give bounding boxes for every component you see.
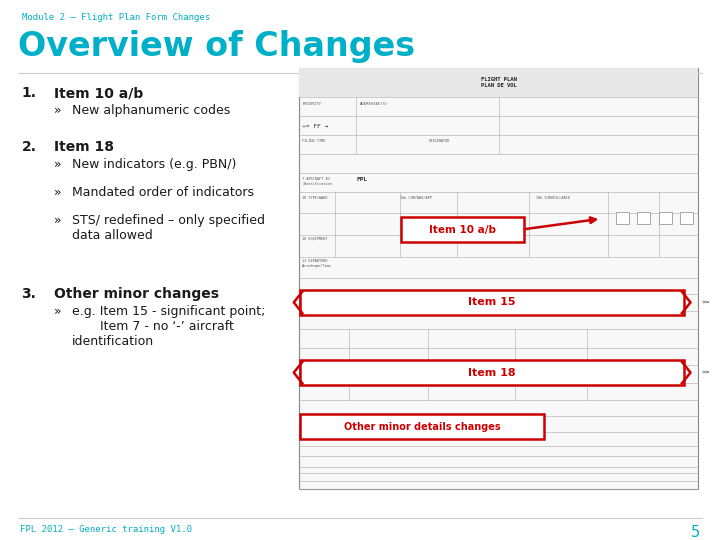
FancyBboxPatch shape [637,212,650,224]
Text: Item 10 a/b: Item 10 a/b [429,225,496,234]
Text: New indicators (e.g. PBN/): New indicators (e.g. PBN/) [72,158,236,171]
Text: Item 15: Item 15 [469,298,516,307]
Text: Other minor changes: Other minor changes [54,287,219,301]
Text: »: » [54,186,62,199]
Text: FILING TIME: FILING TIME [302,139,325,143]
Text: FLIGHT PLAN
PLAN DE VOL: FLIGHT PLAN PLAN DE VOL [481,77,516,87]
FancyBboxPatch shape [302,362,682,383]
Text: 1.: 1. [22,86,37,100]
Text: 7 AIRCRAFT ID
Identification: 7 AIRCRAFT ID Identification [302,177,332,186]
Text: 10b SURVEILLANCE: 10b SURVEILLANCE [536,196,570,200]
Text: 3.: 3. [22,287,37,301]
Text: «= FF →: «= FF → [302,124,328,130]
Text: 2.: 2. [22,140,37,154]
Text: Module 2 – Flight Plan Form Changes: Module 2 – Flight Plan Form Changes [22,14,210,23]
Text: Mandated order of indicators: Mandated order of indicators [72,186,254,199]
Text: ORIGINATOR: ORIGINATOR [428,139,450,143]
Text: STS/ redefined – only specified
data allowed: STS/ redefined – only specified data all… [72,214,265,242]
Text: »: » [54,214,62,227]
Text: »: » [54,158,62,171]
Text: »: » [54,305,62,318]
Text: Item 18: Item 18 [468,368,516,377]
FancyBboxPatch shape [299,68,698,489]
Text: »: » [54,104,62,117]
FancyBboxPatch shape [659,212,672,224]
FancyBboxPatch shape [300,414,544,439]
FancyBboxPatch shape [302,416,542,437]
FancyBboxPatch shape [300,290,684,315]
Text: FPL 2012 – Generic training V1.0: FPL 2012 – Generic training V1.0 [20,525,192,534]
Text: 5: 5 [690,525,700,540]
Text: Other minor details changes: Other minor details changes [344,422,500,431]
Text: 18 EQUIPMENT: 18 EQUIPMENT [302,237,328,240]
Text: ADDRESSEE(S): ADDRESSEE(S) [360,102,389,105]
Text: Overview of Changes: Overview of Changes [18,30,415,63]
FancyBboxPatch shape [302,292,682,313]
Text: Item 10 a/b: Item 10 a/b [54,86,143,100]
Text: PRIORITY: PRIORITY [302,102,321,105]
Text: «=: «= [702,299,711,306]
Text: FPL: FPL [356,177,368,182]
FancyBboxPatch shape [299,68,698,97]
Text: «=: «= [702,369,711,376]
Text: 10a COM/NAV/APP: 10a COM/NAV/APP [400,196,431,200]
Text: e.g. Item 15 - significant point;
       Item 7 - no ‘-’ aircraft
identification: e.g. Item 15 - significant point; Item 7… [72,305,266,348]
FancyBboxPatch shape [680,212,693,224]
Text: Item 18: Item 18 [54,140,114,154]
FancyBboxPatch shape [401,217,524,242]
FancyBboxPatch shape [616,212,629,224]
Text: New alphanumeric codes: New alphanumeric codes [72,104,230,117]
Text: 13 DEPARTURE
Aerodrome/Time: 13 DEPARTURE Aerodrome/Time [302,259,332,268]
Text: 10 TYPE/WAKE: 10 TYPE/WAKE [302,196,328,200]
FancyBboxPatch shape [300,360,684,385]
